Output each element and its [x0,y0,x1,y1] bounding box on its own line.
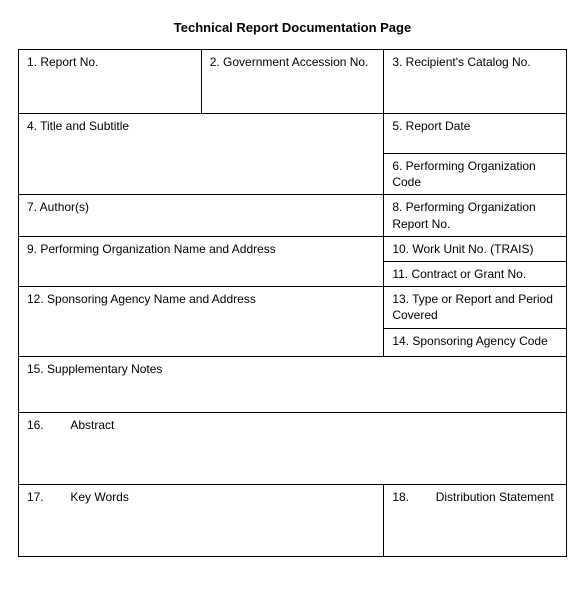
field-title-subtitle: 4. Title and Subtitle [19,114,384,195]
field-gov-accession: 2. Government Accession No. [201,50,384,114]
field-perf-org-address: 9. Performing Organization Name and Addr… [19,236,384,286]
field-key-words: 17. Key Words [19,484,384,556]
field-report-type-period: 13. Type or Report and Period Covered [384,287,567,328]
field-perf-org-report: 8. Performing Organization Report No. [384,195,567,236]
field-contract-grant: 11. Contract or Grant No. [384,261,567,286]
field-perf-org-code: 6. Performing Organization Code [384,154,567,195]
field-recipient-catalog: 3. Recipient's Catalog No. [384,50,567,114]
field-report-date: 5. Report Date [384,114,567,154]
field-abstract: 16. Abstract [19,412,567,484]
documentation-table: 1. Report No. 2. Government Accession No… [18,49,567,557]
field-report-no: 1. Report No. [19,50,202,114]
field-work-unit: 10. Work Unit No. (TRAIS) [384,236,567,261]
page-title: Technical Report Documentation Page [18,20,567,35]
field-sponsoring-agency: 12. Sponsoring Agency Name and Address [19,287,384,356]
field-distribution-statement: 18. Distribution Statement [384,484,567,556]
field-supplementary-notes: 15. Supplementary Notes [19,356,567,412]
field-authors: 7. Author(s) [19,195,384,236]
field-sponsoring-code: 14. Sponsoring Agency Code [384,328,567,356]
